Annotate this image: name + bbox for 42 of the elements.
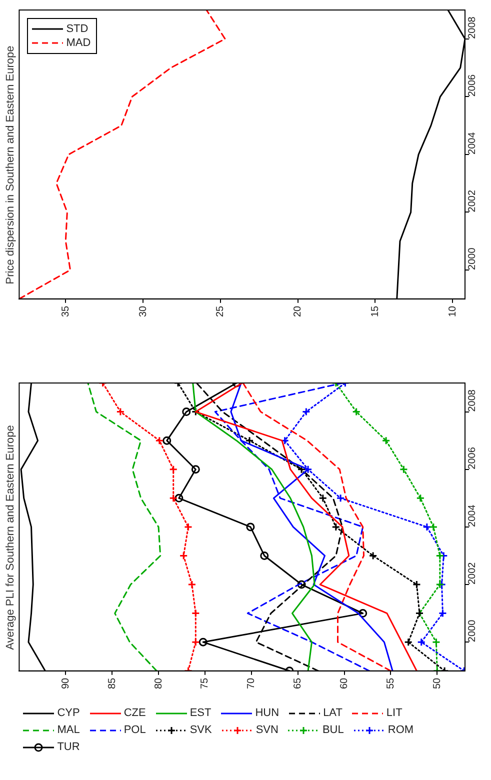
x-tick-label: 60 [339, 677, 350, 689]
x-tick-label: 70 [246, 677, 258, 689]
x-tick-label: 85 [106, 677, 118, 689]
legend-label: POL [124, 724, 146, 736]
x-tick-label: 25 [215, 305, 226, 317]
legend-label: TUR [57, 740, 80, 753]
y-tick-label: 2004 [466, 132, 478, 154]
x-tick-label: 65 [292, 677, 304, 689]
y-tick-label: 2008 [466, 16, 478, 39]
x-tick-label: 90 [60, 677, 72, 689]
legend-label: BUL [322, 724, 344, 736]
legend-label: EST [190, 706, 212, 719]
y-tick-label: 2002 [466, 562, 478, 585]
legend-label: SVN [256, 724, 278, 736]
x-tick-label: 35 [60, 305, 72, 317]
legend-label: ROM [388, 724, 414, 736]
x-tick-label: 80 [153, 677, 164, 689]
y-tick-label: 2006 [466, 446, 478, 470]
y-tick-label: 2000 [466, 247, 478, 270]
legend-label: MAD [66, 36, 91, 48]
x-tick-label: 75 [200, 677, 211, 689]
legend-label: SVK [190, 724, 212, 736]
y-tick-label: 2000 [466, 619, 478, 642]
legend-label: HUN [255, 706, 280, 719]
x-tick-label: 20 [292, 305, 304, 317]
legend-label: MAL [57, 724, 80, 736]
y-tick-label: 2006 [466, 74, 478, 97]
y-tick-label: 2002 [466, 190, 478, 212]
x-tick-label: 10 [447, 305, 458, 317]
legend-label: LIT [386, 706, 402, 719]
legend-label: STD [66, 22, 88, 34]
y-tick-label: 2008 [466, 389, 478, 412]
y-tick-label: 2004 [466, 504, 478, 527]
x-tick-label: 55 [385, 677, 396, 689]
x-tick-label: 15 [370, 305, 381, 317]
legend-label: CZE [124, 706, 146, 719]
x-tick-label: 50 [432, 677, 443, 689]
legend-label: CYP [57, 706, 80, 719]
text: Price dispersion in Southern and Eastern Europe [4, 46, 17, 284]
text: Average PLI for Southern and Eastern Europe [4, 425, 17, 650]
legend-label: LAT [323, 706, 342, 719]
x-tick-label: 30 [138, 305, 149, 317]
